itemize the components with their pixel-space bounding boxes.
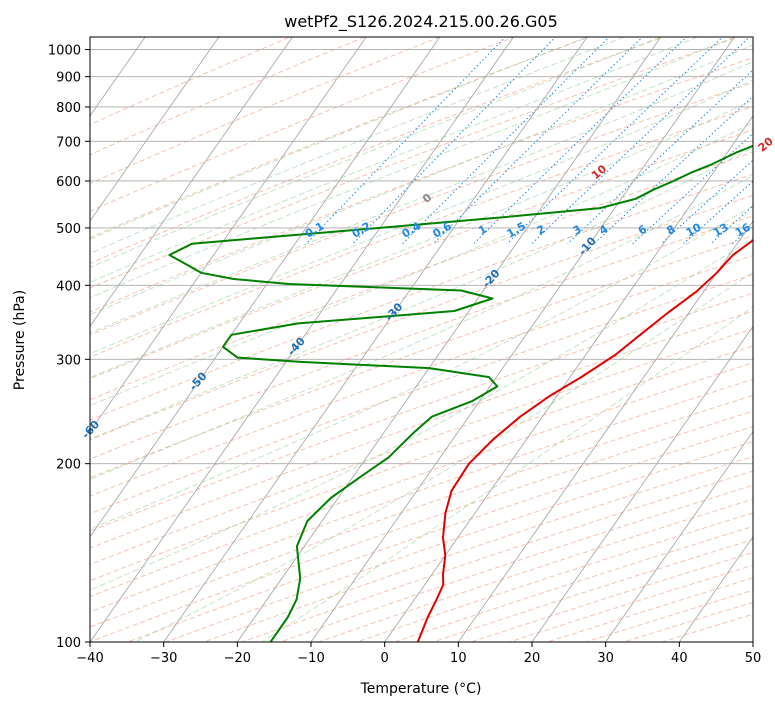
plot-frame <box>89 36 754 643</box>
x-tick-label: 50 <box>745 651 762 666</box>
dry-adiabat-line <box>90 274 753 515</box>
dry-adiabat-line <box>90 37 292 126</box>
x-tick-label: −20 <box>224 651 251 666</box>
isotherm-line <box>457 220 753 642</box>
dry-adiabat-line <box>90 57 753 313</box>
dry-adiabat-line <box>90 292 753 532</box>
y-tick-label: 1000 <box>48 44 81 59</box>
moist-adiabat-line <box>90 37 588 240</box>
y-tick-label: 300 <box>56 353 81 368</box>
y-tick-label: 500 <box>56 222 81 237</box>
moist-adiabat-line <box>90 99 753 379</box>
y-axis-label: Pressure (hPa) <box>12 290 28 390</box>
isotherm-line <box>163 37 588 642</box>
x-tick-label: 20 <box>524 651 541 666</box>
isotherm-line <box>678 535 753 642</box>
x-tick-label: 10 <box>450 651 467 666</box>
dry-adiabat-line <box>90 194 753 441</box>
mixing-ratio-line <box>593 95 753 245</box>
x-axis: −40 −30 −20 −10 0 10 20 30 40 50 <box>76 642 761 666</box>
mixing-ratio-line <box>402 37 611 245</box>
background-lines <box>90 37 753 642</box>
mixing-ratio-line <box>432 37 644 245</box>
moist-adiabat-line <box>90 44 753 316</box>
gridlines <box>90 37 753 642</box>
dry-adiabat-line <box>90 328 753 566</box>
y-tick-label: 700 <box>56 135 81 150</box>
isotherm-line <box>310 37 736 642</box>
y-tick-label: 800 <box>56 101 81 116</box>
x-tick-label: 30 <box>597 651 614 666</box>
isotherm-line <box>605 430 753 642</box>
isotherm-line <box>90 37 294 328</box>
y-tick-label: 600 <box>56 175 81 190</box>
mixing-ratio-line <box>632 132 753 245</box>
y-axis: 100 200 300 400 500 600 700 800 900 1000 <box>48 44 90 651</box>
x-tick-label: −10 <box>297 651 324 666</box>
moist-adiabat-line <box>90 147 753 440</box>
mixing-ratio-line <box>352 37 557 245</box>
dry-adiabat-line <box>90 151 753 401</box>
x-tick-label: 0 <box>381 651 389 666</box>
moist-adiabat-line <box>90 122 753 407</box>
y-tick-label: 100 <box>56 636 81 651</box>
moist-adiabat-line <box>90 61 753 334</box>
dry-adiabat-line <box>90 310 753 549</box>
moist-adiabat-line <box>90 37 698 283</box>
isotherm-line <box>236 37 662 642</box>
x-tick-label: 40 <box>671 651 688 666</box>
dry-adiabat-line <box>90 105 753 358</box>
dry-adiabat-line <box>90 254 753 497</box>
moist-adiabat-line <box>261 306 753 642</box>
isotherm-line <box>90 37 515 642</box>
sounding-profiles <box>168 144 753 642</box>
mixing-ratio-line <box>305 37 507 245</box>
dry-adiabat-line <box>90 37 441 185</box>
x-tick-label: −30 <box>150 651 177 666</box>
dry-adiabat-line <box>90 37 665 264</box>
y-tick-label: 200 <box>56 458 81 473</box>
dewpoint-profile-line <box>168 144 753 642</box>
isotherm-line <box>384 115 753 642</box>
moist-adiabat-line <box>90 174 753 481</box>
moist-adiabat-line <box>134 271 753 642</box>
y-tick-label: 400 <box>56 279 81 294</box>
dry-adiabat-line <box>90 173 753 421</box>
y-tick-label: 900 <box>56 71 81 86</box>
dry-adiabat-line <box>90 215 753 460</box>
x-tick-label: −40 <box>76 651 103 666</box>
mixing-ratio-line <box>567 69 753 245</box>
isotherm-line <box>531 325 753 642</box>
isotherm-line <box>90 37 367 433</box>
temperature-profile-line <box>416 239 753 642</box>
dry-adiabat-line <box>90 235 753 479</box>
moist-adiabat-line <box>90 205 753 530</box>
moist-adiabat-line <box>90 79 753 355</box>
isotherm-line <box>90 37 220 222</box>
dry-adiabat-line <box>90 37 366 156</box>
chart-title: wetPf2_S126.2024.215.00.26.G05 <box>284 12 558 32</box>
x-axis-label: Temperature (°C) <box>360 681 482 697</box>
dry-adiabat-line <box>90 37 740 289</box>
moist-adiabat-line <box>90 37 625 254</box>
